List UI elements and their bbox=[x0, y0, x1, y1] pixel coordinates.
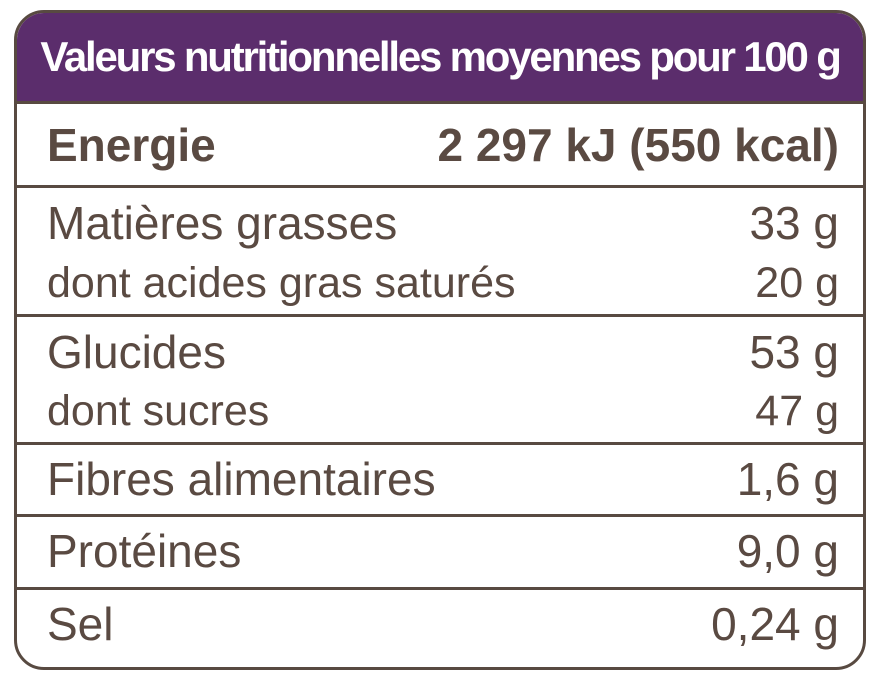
nutrition-table: Valeurs nutritionnelles moyennes pour 10… bbox=[14, 10, 866, 670]
carbs-value: 53 g bbox=[749, 326, 839, 378]
fat-label: Matières grasses bbox=[47, 197, 398, 249]
carbs-row: Glucides 53 g dont sucres 47 g bbox=[17, 314, 863, 442]
energy-label: Energie bbox=[47, 119, 216, 171]
fiber-row: Fibres alimentaires 1,6 g bbox=[17, 442, 863, 514]
protein-line: Protéines 9,0 g bbox=[17, 521, 863, 581]
fat-row: Matières grasses 33 g dont acides gras s… bbox=[17, 185, 863, 314]
protein-label: Protéines bbox=[47, 525, 242, 577]
protein-row: Protéines 9,0 g bbox=[17, 514, 863, 587]
fat-value: 33 g bbox=[749, 197, 839, 249]
carbs-line: Glucides 53 g bbox=[17, 322, 863, 382]
table-title: Valeurs nutritionnelles moyennes pour 10… bbox=[17, 13, 863, 101]
sugars-label: dont sucres bbox=[47, 387, 270, 435]
salt-row: Sel 0,24 g bbox=[17, 587, 863, 667]
saturated-fat-value: 20 g bbox=[755, 259, 839, 307]
sugars-line: dont sucres 47 g bbox=[17, 381, 863, 441]
fiber-label: Fibres alimentaires bbox=[47, 453, 436, 505]
saturated-fat-label: dont acides gras saturés bbox=[47, 259, 516, 307]
fiber-value: 1,6 g bbox=[736, 453, 839, 505]
fat-line: Matières grasses 33 g bbox=[17, 193, 863, 253]
energy-row: Energie 2 297 kJ (550 kcal) bbox=[17, 101, 863, 185]
carbs-label: Glucides bbox=[47, 326, 226, 378]
sugars-value: 47 g bbox=[755, 387, 839, 435]
energy-line: Energie 2 297 kJ (550 kcal) bbox=[17, 115, 863, 175]
salt-label: Sel bbox=[47, 598, 114, 650]
salt-value: 0,24 g bbox=[711, 598, 839, 650]
saturated-fat-line: dont acides gras saturés 20 g bbox=[17, 253, 863, 313]
energy-value: 2 297 kJ (550 kcal) bbox=[437, 119, 839, 171]
fiber-line: Fibres alimentaires 1,6 g bbox=[17, 449, 863, 509]
salt-line: Sel 0,24 g bbox=[17, 594, 863, 654]
protein-value: 9,0 g bbox=[736, 525, 839, 577]
